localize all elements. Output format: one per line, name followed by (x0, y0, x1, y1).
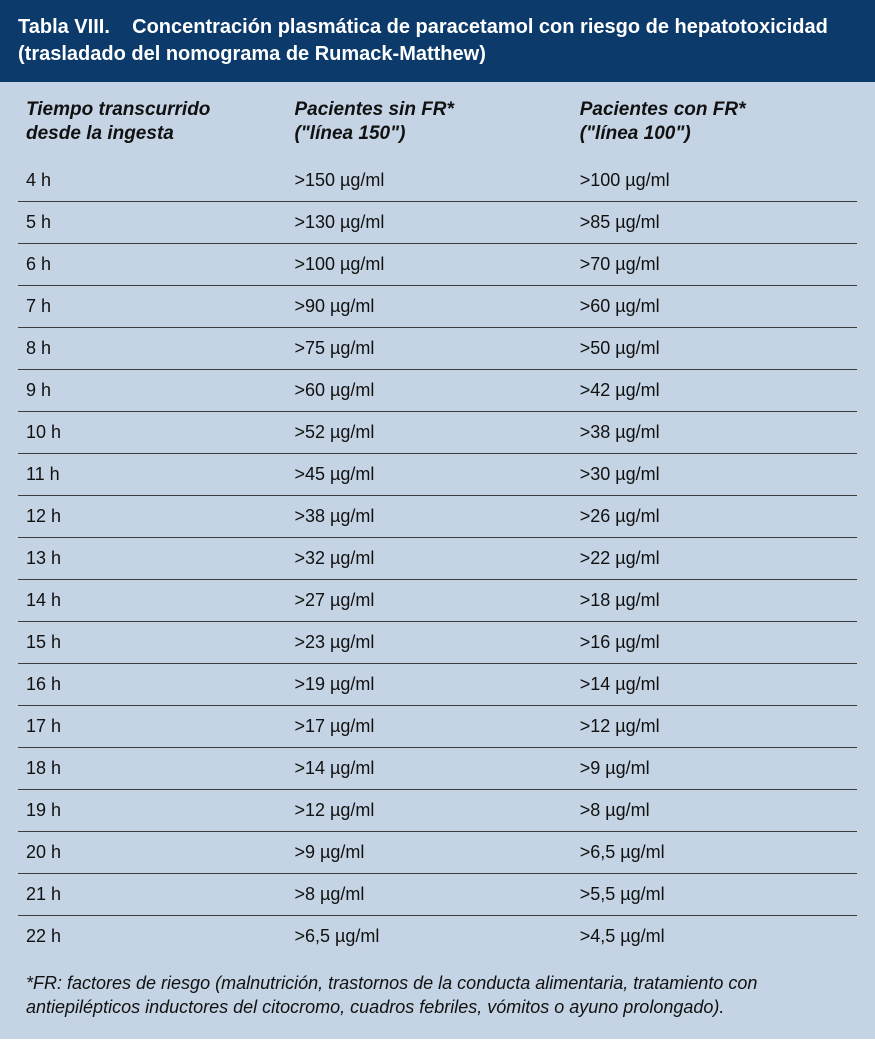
cell-confr: >60 µg/ml (572, 285, 857, 327)
cell-confr: >5,5 µg/ml (572, 873, 857, 915)
data-table: Tiempo transcurrido desde la ingesta Pac… (18, 82, 857, 957)
table-row: 12 h>38 µg/ml>26 µg/ml (18, 495, 857, 537)
table-row: 21 h>8 µg/ml>5,5 µg/ml (18, 873, 857, 915)
cell-confr: >85 µg/ml (572, 201, 857, 243)
cell-sinfr: >90 µg/ml (286, 285, 571, 327)
table-row: 17 h>17 µg/ml>12 µg/ml (18, 705, 857, 747)
table-title-bar: Tabla VIII. Concentración plasmática de … (0, 0, 875, 82)
col-header-time: Tiempo transcurrido desde la ingesta (18, 82, 286, 160)
col-header-line: Tiempo transcurrido (26, 99, 210, 120)
cell-sinfr: >38 µg/ml (286, 495, 571, 537)
cell-confr: >6,5 µg/ml (572, 831, 857, 873)
cell-sinfr: >150 µg/ml (286, 160, 571, 202)
cell-time: 18 h (18, 747, 286, 789)
cell-time: 15 h (18, 621, 286, 663)
cell-sinfr: >17 µg/ml (286, 705, 571, 747)
cell-time: 6 h (18, 243, 286, 285)
table-footnote: *FR: factores de riesgo (malnutrición, t… (18, 957, 857, 1022)
table-head: Tiempo transcurrido desde la ingesta Pac… (18, 82, 857, 160)
cell-time: 20 h (18, 831, 286, 873)
cell-confr: >9 µg/ml (572, 747, 857, 789)
table-row: 18 h>14 µg/ml>9 µg/ml (18, 747, 857, 789)
table-row: 10 h>52 µg/ml>38 µg/ml (18, 411, 857, 453)
table-row: 9 h>60 µg/ml>42 µg/ml (18, 369, 857, 411)
cell-time: 7 h (18, 285, 286, 327)
table-row: 14 h>27 µg/ml>18 µg/ml (18, 579, 857, 621)
cell-time: 10 h (18, 411, 286, 453)
cell-sinfr: >75 µg/ml (286, 327, 571, 369)
cell-time: 16 h (18, 663, 286, 705)
cell-time: 17 h (18, 705, 286, 747)
cell-sinfr: >32 µg/ml (286, 537, 571, 579)
cell-sinfr: >60 µg/ml (286, 369, 571, 411)
col-header-line: Pacientes sin FR* (294, 99, 453, 120)
cell-confr: >100 µg/ml (572, 160, 857, 202)
col-header-sinfr: Pacientes sin FR* ("línea 150") (286, 82, 571, 160)
cell-confr: >14 µg/ml (572, 663, 857, 705)
cell-time: 5 h (18, 201, 286, 243)
table-row: 22 h>6,5 µg/ml>4,5 µg/ml (18, 915, 857, 957)
table-title: Concentración plasmática de paracetamol … (18, 16, 828, 65)
cell-time: 21 h (18, 873, 286, 915)
cell-confr: >50 µg/ml (572, 327, 857, 369)
table-row: 15 h>23 µg/ml>16 µg/ml (18, 621, 857, 663)
table-row: 16 h>19 µg/ml>14 µg/ml (18, 663, 857, 705)
table-content: Tiempo transcurrido desde la ingesta Pac… (0, 82, 875, 1039)
col-header-line: ("línea 100") (580, 123, 691, 144)
cell-confr: >42 µg/ml (572, 369, 857, 411)
table-row: 5 h>130 µg/ml>85 µg/ml (18, 201, 857, 243)
cell-confr: >18 µg/ml (572, 579, 857, 621)
cell-time: 8 h (18, 327, 286, 369)
cell-time: 19 h (18, 789, 286, 831)
cell-sinfr: >52 µg/ml (286, 411, 571, 453)
table-row: 19 h>12 µg/ml>8 µg/ml (18, 789, 857, 831)
cell-time: 11 h (18, 453, 286, 495)
table-number: Tabla VIII. (18, 16, 110, 38)
cell-time: 14 h (18, 579, 286, 621)
col-header-line: desde la ingesta (26, 123, 174, 144)
col-header-line: ("línea 150") (294, 123, 405, 144)
table-row: 20 h>9 µg/ml>6,5 µg/ml (18, 831, 857, 873)
cell-sinfr: >19 µg/ml (286, 663, 571, 705)
cell-confr: >8 µg/ml (572, 789, 857, 831)
cell-time: 12 h (18, 495, 286, 537)
cell-time: 4 h (18, 160, 286, 202)
cell-time: 13 h (18, 537, 286, 579)
cell-sinfr: >100 µg/ml (286, 243, 571, 285)
cell-sinfr: >23 µg/ml (286, 621, 571, 663)
table-row: 11 h>45 µg/ml>30 µg/ml (18, 453, 857, 495)
table-row: 8 h>75 µg/ml>50 µg/ml (18, 327, 857, 369)
cell-sinfr: >12 µg/ml (286, 789, 571, 831)
cell-sinfr: >14 µg/ml (286, 747, 571, 789)
cell-sinfr: >9 µg/ml (286, 831, 571, 873)
cell-confr: >22 µg/ml (572, 537, 857, 579)
cell-confr: >16 µg/ml (572, 621, 857, 663)
table-container: Tabla VIII. Concentración plasmática de … (0, 0, 875, 1039)
cell-confr: >38 µg/ml (572, 411, 857, 453)
cell-confr: >12 µg/ml (572, 705, 857, 747)
cell-time: 9 h (18, 369, 286, 411)
cell-sinfr: >6,5 µg/ml (286, 915, 571, 957)
cell-sinfr: >8 µg/ml (286, 873, 571, 915)
cell-sinfr: >27 µg/ml (286, 579, 571, 621)
table-row: 7 h>90 µg/ml>60 µg/ml (18, 285, 857, 327)
header-row: Tiempo transcurrido desde la ingesta Pac… (18, 82, 857, 160)
col-header-confr: Pacientes con FR* ("línea 100") (572, 82, 857, 160)
cell-sinfr: >130 µg/ml (286, 201, 571, 243)
cell-confr: >26 µg/ml (572, 495, 857, 537)
cell-confr: >70 µg/ml (572, 243, 857, 285)
cell-confr: >4,5 µg/ml (572, 915, 857, 957)
cell-confr: >30 µg/ml (572, 453, 857, 495)
cell-time: 22 h (18, 915, 286, 957)
table-row: 13 h>32 µg/ml>22 µg/ml (18, 537, 857, 579)
cell-sinfr: >45 µg/ml (286, 453, 571, 495)
table-body: 4 h>150 µg/ml>100 µg/ml5 h>130 µg/ml>85 … (18, 160, 857, 957)
col-header-line: Pacientes con FR* (580, 99, 746, 120)
table-row: 6 h>100 µg/ml>70 µg/ml (18, 243, 857, 285)
table-row: 4 h>150 µg/ml>100 µg/ml (18, 160, 857, 202)
